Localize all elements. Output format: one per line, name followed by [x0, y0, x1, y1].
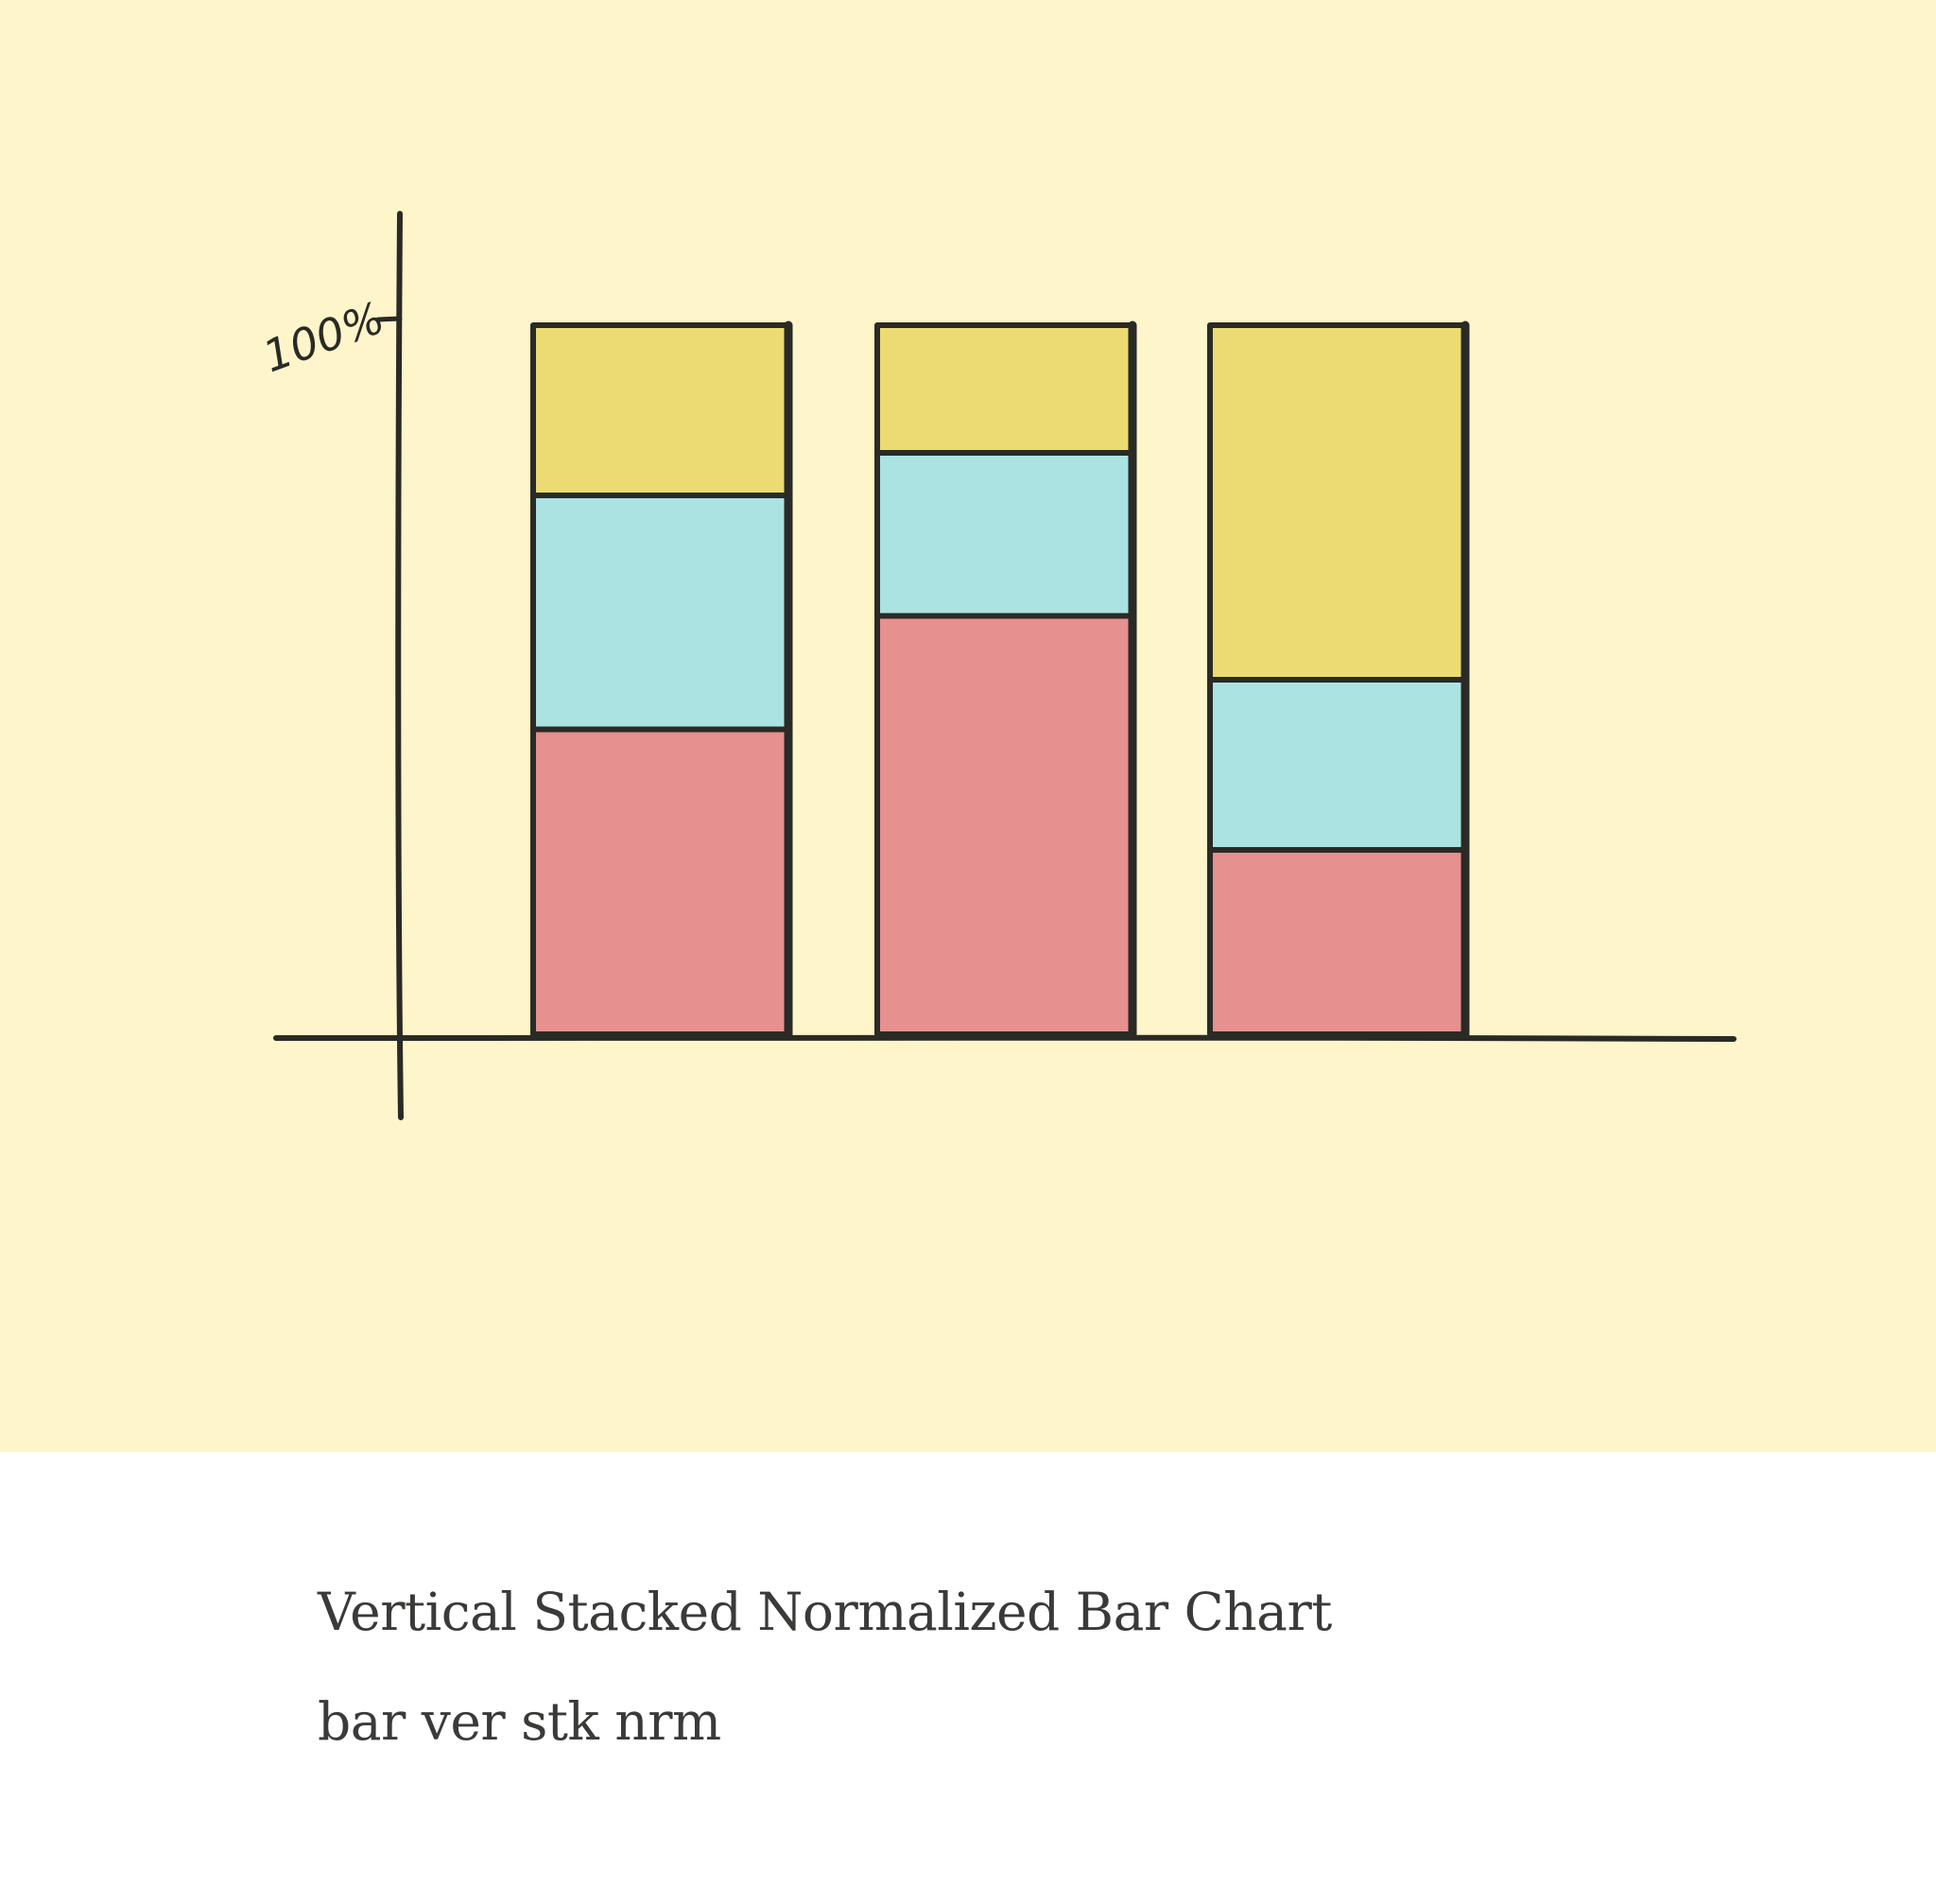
bar-2-segment-2 — [877, 453, 1132, 616]
chart-tag: bar ver stk nrm — [318, 1691, 721, 1752]
bar-3-segment-3 — [1210, 325, 1465, 680]
caption: Vertical Stacked Normalized Bar Chart ba… — [318, 1581, 1830, 1753]
bar-1-segment-3 — [533, 325, 788, 495]
y-tick-100 — [375, 316, 403, 322]
bars-group — [530, 320, 1470, 1039]
chart-illustration: 100% — [0, 0, 1936, 1452]
x-axis-line — [273, 1033, 1737, 1042]
stacked-bar-chart: 100% — [0, 0, 1936, 1452]
bar-2-segment-3 — [877, 325, 1132, 453]
bar-1-segment-1 — [533, 729, 788, 1034]
chart-title: Vertical Stacked Normalized Bar Chart — [318, 1582, 1332, 1642]
bar-3-segment-1 — [1210, 850, 1465, 1034]
y-axis-line — [395, 211, 404, 1120]
bar-1-segment-2 — [533, 495, 788, 730]
bar-2-segment-1 — [877, 615, 1132, 1034]
bar-3-segment-2 — [1210, 680, 1465, 850]
